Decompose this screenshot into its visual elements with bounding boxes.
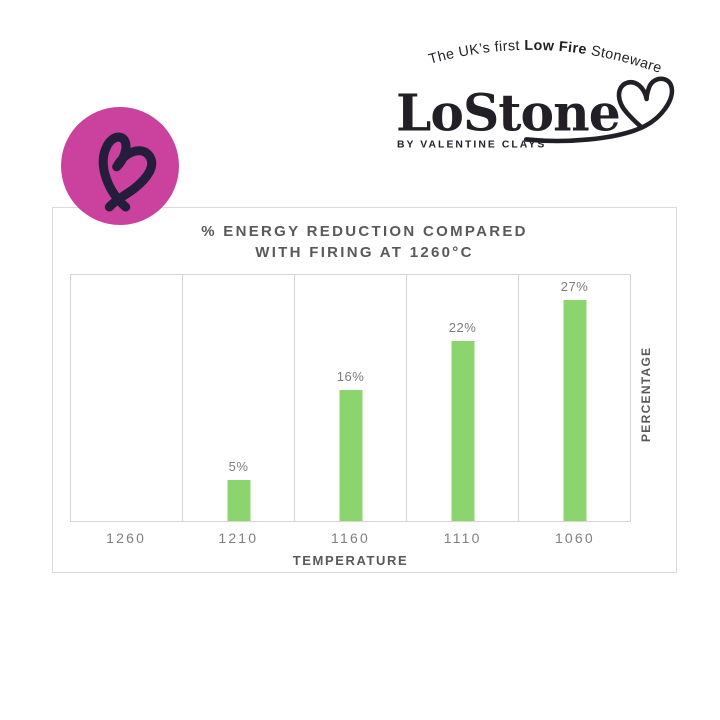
x-axis-tick-labels: 1260 1210 1160 1110 1060 xyxy=(70,530,631,546)
x-axis-title: TEMPERATURE xyxy=(292,553,409,568)
logo-brand-text: LoStone xyxy=(396,84,620,143)
bar-value-label-1160: 16% xyxy=(336,369,365,384)
bar-1210 xyxy=(227,480,250,521)
bar-value-label-1210: 5% xyxy=(228,459,249,474)
bar-1160 xyxy=(339,390,362,521)
category-cell-1210: 5% xyxy=(183,275,295,521)
chart-title-line2: WITH FIRING AT 1260°C xyxy=(255,244,474,261)
x-tick-label-1110: 1110 xyxy=(443,530,482,546)
bar-value-label-1110: 22% xyxy=(448,320,477,335)
chart-title: % ENERGY REDUCTION COMPARED WITH FIRING … xyxy=(53,221,676,263)
category-cell-1160: 16% xyxy=(295,275,407,521)
x-tick-label-1160: 1160 xyxy=(331,530,370,546)
logo-heart-icon xyxy=(523,76,675,144)
logo-tagline: The UK’s first Low Fire Stoneware xyxy=(427,38,664,77)
logo-byline: BY VALENTINE CLAYS xyxy=(397,139,546,150)
category-cell-1110: 22% xyxy=(407,275,519,521)
x-tick-label-1260: 1260 xyxy=(106,530,147,546)
chart-title-line1: % ENERGY REDUCTION COMPARED xyxy=(201,223,528,240)
y-axis-title: PERCENTAGE xyxy=(639,346,653,442)
bar-1060 xyxy=(563,300,586,521)
category-cell-1260 xyxy=(71,275,183,521)
bar-value-label-1060: 27% xyxy=(560,279,589,294)
bar-1110 xyxy=(451,341,474,521)
heart-scribble-icon xyxy=(98,132,157,212)
heart-badge xyxy=(61,107,179,225)
x-tick-label-1210: 1210 xyxy=(218,530,259,546)
chart-card: % ENERGY REDUCTION COMPARED WITH FIRING … xyxy=(52,207,677,573)
lostone-logo: The UK’s first Low Fire Stoneware LoSton… xyxy=(396,38,675,150)
x-tick-label-1060: 1060 xyxy=(554,530,595,546)
category-cell-1060: 27% xyxy=(519,275,630,521)
plot-area: 5% 16% 22% 27% xyxy=(70,274,631,522)
